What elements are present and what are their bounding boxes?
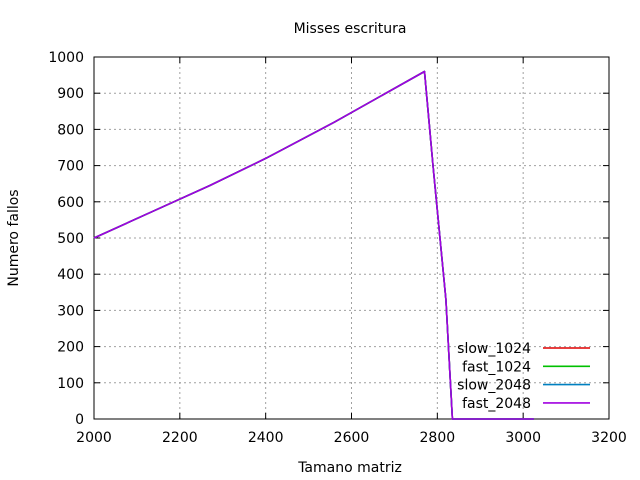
y-tick-label: 800 <box>57 122 84 138</box>
y-tick-label: 400 <box>57 267 84 283</box>
x-tick-label: 2000 <box>76 430 112 446</box>
y-tick-label: 700 <box>57 159 84 175</box>
legend-label: fast_1024 <box>462 359 531 375</box>
x-axis-label: Tamano matriz <box>297 460 402 476</box>
grid-lines <box>94 57 609 419</box>
y-tick-label: 600 <box>57 195 84 211</box>
legend: slow_1024 fast_1024 slow_2048 fast_2048 <box>457 341 590 412</box>
legend-label: slow_1024 <box>457 341 531 357</box>
legend-label: slow_2048 <box>457 378 531 394</box>
chart-title: Misses escritura <box>294 21 407 37</box>
x-tick-label: 2800 <box>420 430 456 446</box>
y-tick-label: 0 <box>75 412 84 428</box>
x-tick-label: 3200 <box>591 430 627 446</box>
x-tick-label: 3000 <box>505 430 541 446</box>
y-tick-label: 100 <box>57 376 84 392</box>
axis-ticks: 2000 2200 2400 2600 2800 3000 3200 0 100 200 300 40… <box>48 50 626 446</box>
legend-label: fast_2048 <box>462 396 531 412</box>
series-lines <box>93 70 534 420</box>
x-tick-label: 2200 <box>162 430 198 446</box>
y-tick-label: 900 <box>57 86 84 102</box>
y-tick-label: 200 <box>57 340 84 356</box>
y-tick-label: 300 <box>57 303 84 319</box>
x-tick-label: 2600 <box>334 430 370 446</box>
y-axis-label: Numero fallos <box>6 189 22 286</box>
x-tick-label: 2400 <box>248 430 284 446</box>
series-line-fast-2048 <box>93 70 534 420</box>
y-tick-label: 500 <box>57 231 84 247</box>
y-tick-label: 1000 <box>48 50 84 66</box>
